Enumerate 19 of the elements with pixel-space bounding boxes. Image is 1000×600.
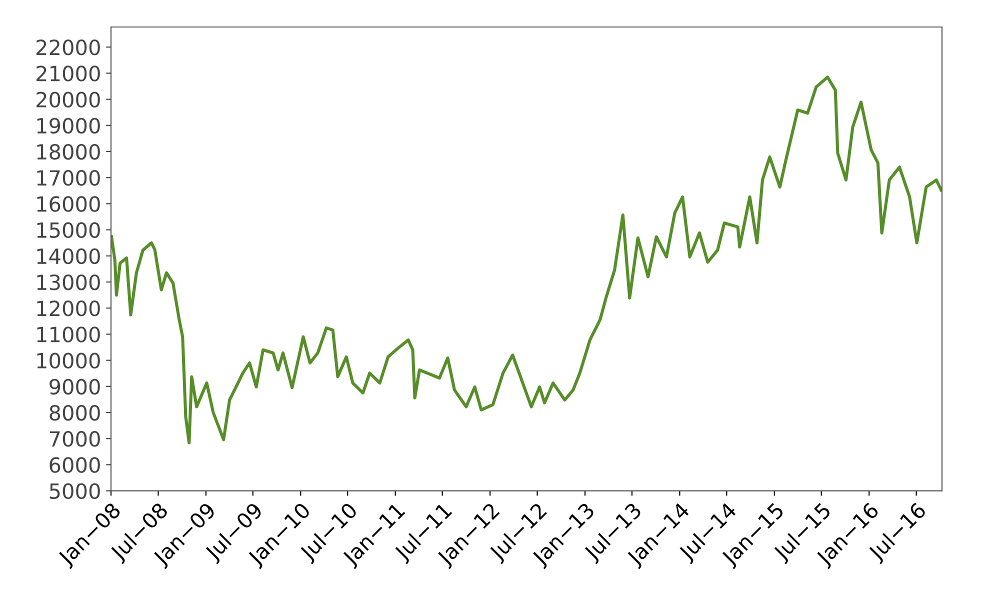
y-tick-label: 13000 <box>37 274 100 290</box>
y-tick-label: 12000 <box>37 300 100 316</box>
y-tick-label: 10000 <box>37 352 100 369</box>
y-tick-label: 16000 <box>37 196 100 212</box>
y-tick-label: 18000 <box>37 144 100 160</box>
y-tick-label: 15000 <box>37 222 100 238</box>
y-tick-label: 17000 <box>37 170 100 186</box>
y-tick-label: 9000 <box>50 378 100 395</box>
y-tick-label: 20000 <box>36 92 100 108</box>
y-tick-label: 7000 <box>50 431 100 447</box>
y-tick-label: 5000 <box>50 483 100 500</box>
y-tick-label: 22000 <box>36 40 100 56</box>
y-tick-label: 19000 <box>37 118 100 134</box>
y-tick-label: 21000 <box>36 66 100 82</box>
y-tick-label: 6000 <box>50 457 100 473</box>
y-tick-label: 8000 <box>50 404 100 421</box>
y-tick-label: 14000 <box>37 248 100 264</box>
line-series <box>111 76 942 444</box>
y-tick-label: 11000 <box>37 326 100 342</box>
